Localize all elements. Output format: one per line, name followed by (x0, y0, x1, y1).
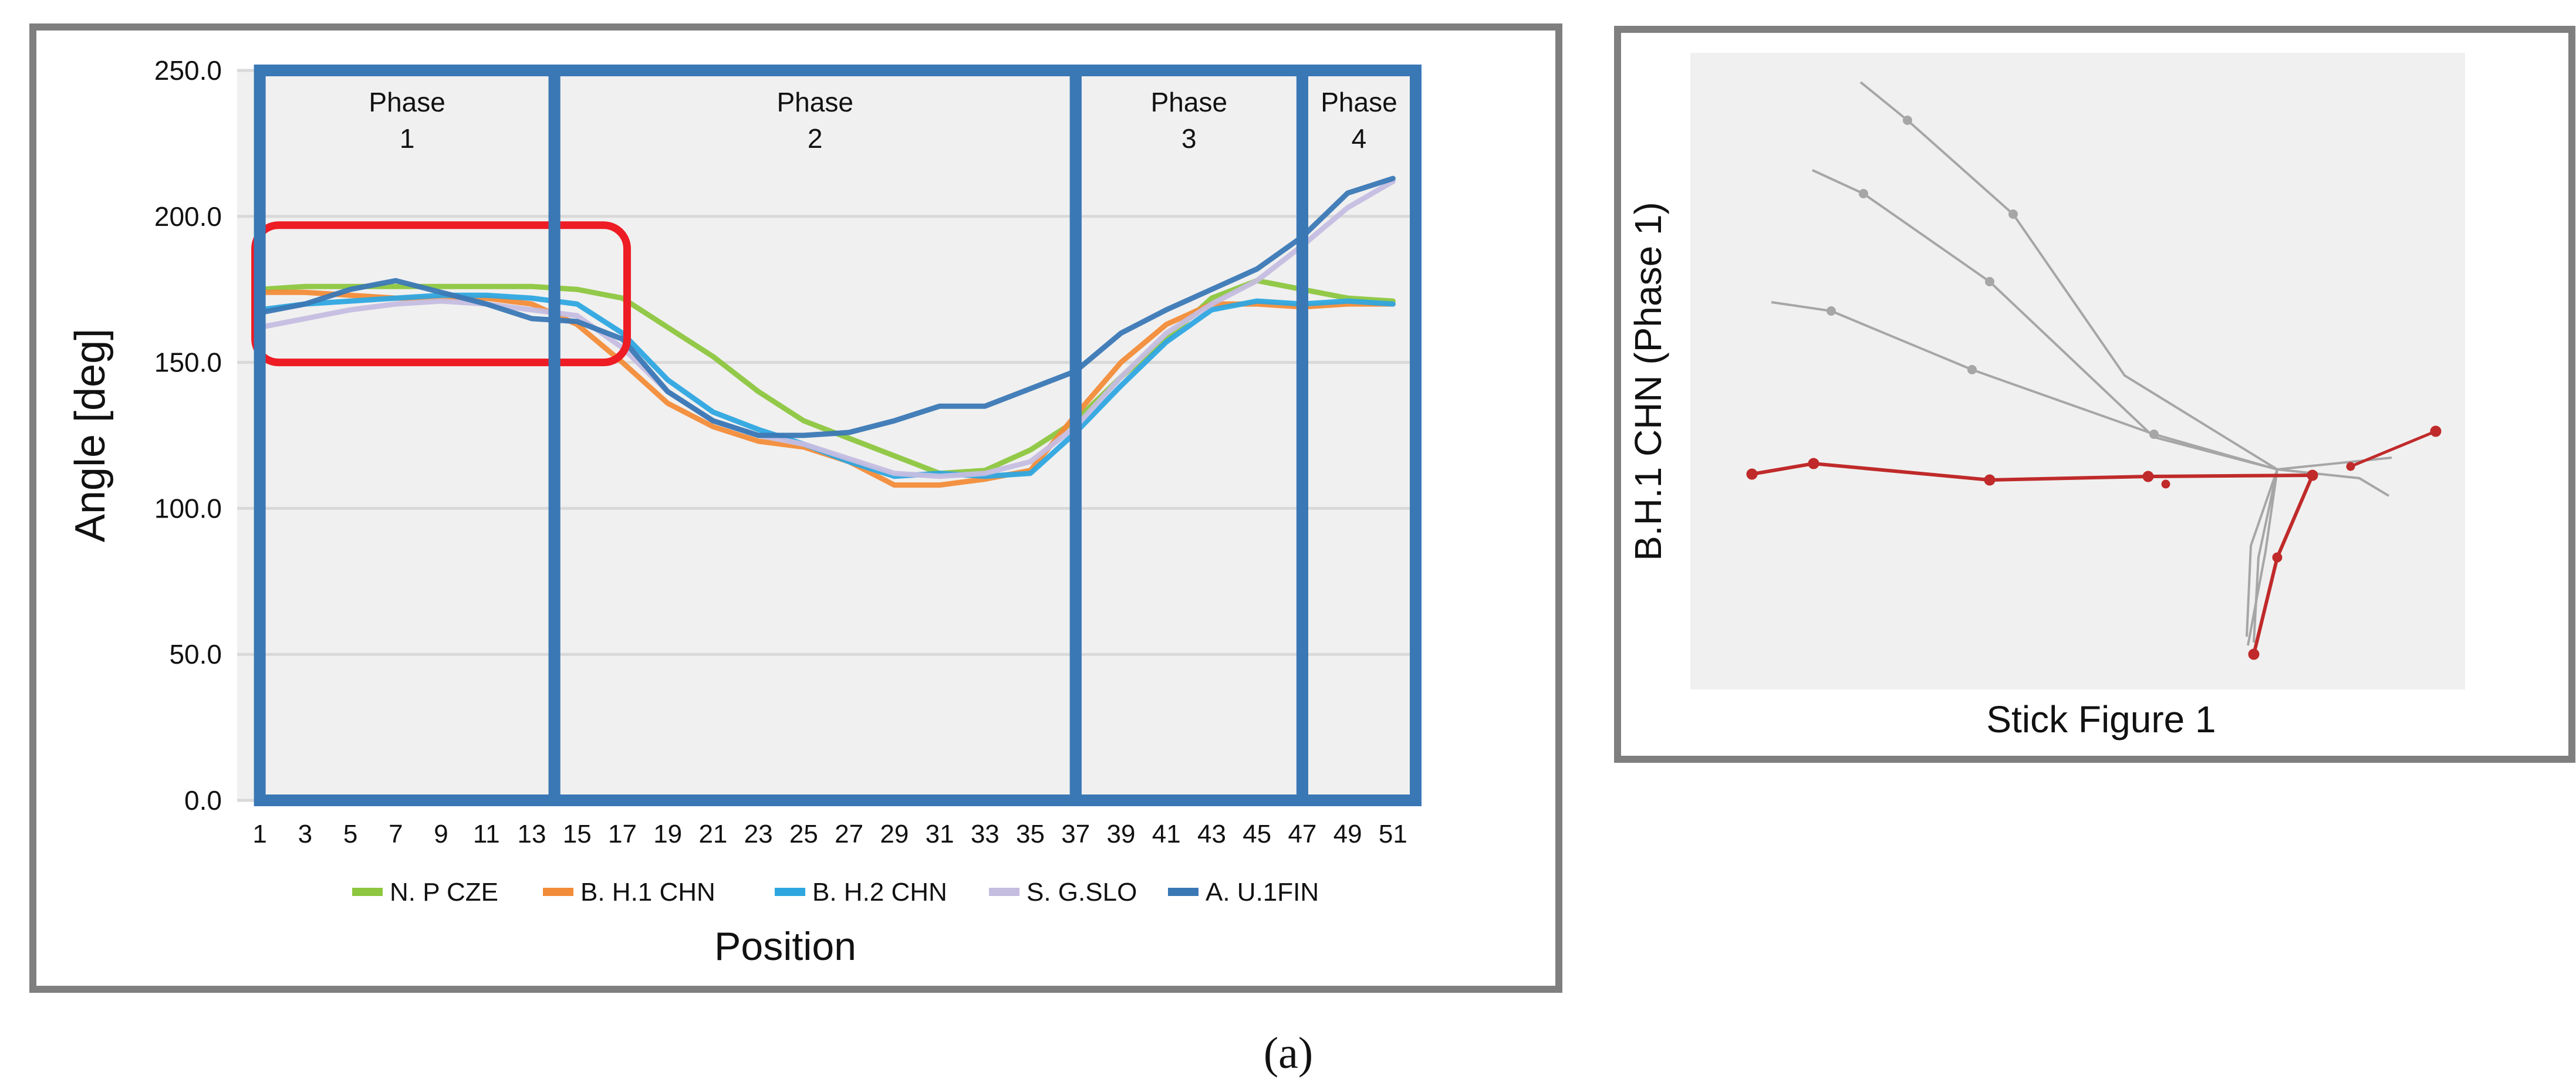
ghost-joint (2149, 430, 2159, 439)
x-tick-label: 9 (434, 820, 448, 848)
ghost-leg-2 (2253, 469, 2278, 643)
phase-label: Phase (776, 87, 853, 117)
legend: N. P CZE B. H.1 CHN B. H.2 CHN S. G.SLO A. U… (352, 878, 1319, 907)
ghost-stick-poses (1771, 81, 2392, 646)
red-joint (2272, 552, 2283, 563)
y-tick-label: 0.0 (184, 785, 222, 816)
stick-figure-panel: B.H.1 CHN (Phase 1) Stick Figure 1 (1614, 26, 2575, 763)
series-line-4 (257, 178, 1396, 479)
phase-label: Phase (1151, 87, 1227, 117)
x-tick-label: 47 (1288, 820, 1316, 848)
legend-label: N. P CZE (390, 878, 498, 907)
red-joint (1984, 474, 1996, 486)
legend-label: S. G.SLO (1027, 878, 1137, 907)
legend-label: B. H.2 CHN (812, 878, 947, 907)
ghost-joint (1967, 365, 1977, 374)
red-joint (2142, 471, 2154, 482)
phase-label: Phase (369, 87, 445, 117)
ghost-pose-4 (2277, 468, 2390, 497)
ghost-joint (1859, 189, 1868, 198)
ghost-leg-1 (2247, 469, 2278, 646)
phase-number: 2 (808, 123, 823, 154)
stick-figure-x-label: Stick Figure 1 (1986, 698, 2216, 741)
red-joint (1808, 458, 1819, 469)
x-tick-label: 43 (1197, 820, 1226, 848)
phase-borders (254, 65, 1422, 806)
series-line-5 (257, 175, 1396, 438)
ghost-joint (1827, 306, 1836, 316)
x-axis-label: Position (714, 924, 856, 969)
highlighted-stick-pose (1746, 425, 2442, 660)
stick-figure-area (1690, 53, 2465, 689)
x-tick-label: 7 (389, 820, 403, 848)
phase-labels: Phase 1 Phase 2 Phase 3 Phase 4 (369, 87, 1397, 154)
x-tick-label: 5 (343, 820, 357, 848)
x-tick-label: 29 (880, 820, 909, 848)
x-tick-label: 21 (698, 820, 727, 848)
phase-number: 4 (1352, 123, 1367, 154)
y-tick-label: 50.0 (169, 639, 222, 670)
legend-label: B. H.1 CHN (580, 878, 715, 907)
red-joint (2248, 648, 2260, 660)
y-tick-label: 100.0 (154, 493, 222, 523)
x-tick-label: 25 (789, 820, 818, 848)
x-tick-label: 23 (744, 820, 773, 848)
ghost-joint (2008, 209, 2018, 219)
x-tick-label: 11 (473, 820, 500, 848)
phase-number: 1 (400, 123, 415, 154)
y-tick-label: 200.0 (154, 201, 222, 232)
phase-4-border (1296, 65, 1422, 806)
legend-label: A. U.1FIN (1206, 878, 1319, 907)
figure-caption: (a) (1264, 1029, 1313, 1078)
red-joint (1746, 468, 1758, 480)
x-tick-label: 17 (608, 820, 637, 848)
red-joint (2346, 462, 2355, 471)
x-tick-label: 27 (835, 820, 863, 848)
x-tick-label: 1 (252, 820, 266, 848)
x-tick-label: 45 (1243, 820, 1271, 848)
x-tick-labels: 1 3 5 7 9 11 13 15 17 19 21 23 25 27 29 31 33 35 37 39 41 43 4… (252, 820, 1407, 848)
y-tick-labels: 0.0 50.0 100.0 150.0 200.0 250.0 (154, 55, 222, 816)
x-tick-label: 13 (518, 820, 546, 848)
ghost-pose-5 (2277, 457, 2392, 471)
x-tick-label: 51 (1379, 820, 1407, 848)
red-joint (2430, 425, 2442, 437)
x-tick-label: 31 (926, 820, 954, 848)
x-tick-label: 37 (1061, 820, 1090, 848)
red-joint (2161, 479, 2170, 489)
red-joint (2307, 469, 2318, 481)
ghost-joint (1903, 116, 1912, 125)
phase-label: Phase (1321, 87, 1397, 117)
red-arm-line (2350, 430, 2436, 468)
x-tick-label: 19 (653, 820, 682, 848)
y-tick-label: 250.0 (154, 55, 222, 86)
y-axis-label: Angle [deg] (67, 329, 114, 542)
x-tick-label: 49 (1333, 820, 1362, 848)
y-tick-label: 150.0 (154, 347, 222, 378)
x-tick-label: 39 (1107, 820, 1136, 848)
ghost-joint (1985, 277, 1994, 286)
x-tick-label: 3 (298, 820, 312, 848)
x-tick-label: 35 (1016, 820, 1045, 848)
phase-number: 3 (1181, 123, 1197, 154)
x-tick-label: 33 (971, 820, 1000, 848)
x-tick-label: 41 (1152, 820, 1181, 848)
ghost-leg-3 (2246, 469, 2278, 637)
stick-figure-y-label: B.H.1 CHN (Phase 1) (1627, 202, 1669, 561)
x-tick-label: 15 (563, 820, 592, 848)
series-lines (257, 175, 1396, 488)
